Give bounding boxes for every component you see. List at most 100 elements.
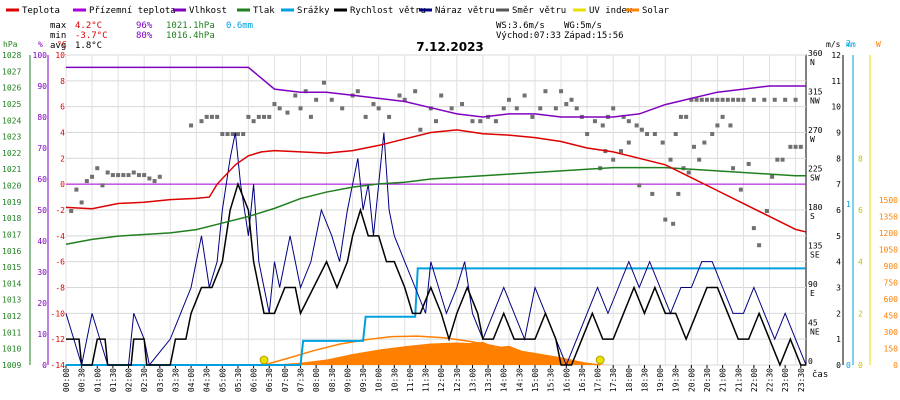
x-tick-label: 15:30 bbox=[547, 368, 556, 392]
dir-tick-label: 135 bbox=[808, 242, 823, 251]
rain-line bbox=[66, 267, 806, 366]
dir-tick-name: E bbox=[810, 289, 815, 298]
wind-direction-point bbox=[639, 127, 644, 132]
wind-direction-point bbox=[783, 97, 788, 102]
ms-tick-label: 11 bbox=[831, 77, 841, 86]
hpa-tick-label: 1015 bbox=[2, 263, 21, 272]
wind-direction-point bbox=[329, 97, 334, 102]
wind-direction-point bbox=[751, 226, 756, 231]
wind-direction-point bbox=[553, 106, 558, 111]
wind-direction-point bbox=[298, 106, 303, 111]
pct-tick-label: 60 bbox=[37, 175, 47, 184]
wind-direction-point bbox=[402, 97, 407, 102]
degc-unit: °C bbox=[57, 40, 67, 49]
pct-tick-label: 70 bbox=[37, 144, 47, 153]
ms-tick-label: 0 bbox=[836, 361, 841, 370]
wind-direction-point bbox=[251, 119, 256, 124]
degc-tick-label: 6 bbox=[60, 103, 65, 112]
x-axis-label: čas bbox=[812, 369, 828, 380]
dir-tick-label: 45 bbox=[808, 319, 818, 328]
wind-direction-point bbox=[592, 119, 597, 124]
ms-tick-label: 8 bbox=[836, 154, 841, 163]
ms-tick-label: 9 bbox=[836, 129, 841, 138]
x-tick-label: 21:00 bbox=[719, 368, 728, 392]
hpa-tick-label: 1014 bbox=[2, 279, 21, 288]
wind-direction-point bbox=[230, 132, 235, 136]
wind-direction-point bbox=[522, 93, 527, 98]
wind-direction-point bbox=[704, 97, 709, 102]
wind-direction-point bbox=[220, 132, 225, 136]
wind-direction-point bbox=[204, 114, 209, 119]
dir-tick-label: 225 bbox=[808, 165, 823, 174]
degc-tick-label: 4 bbox=[60, 129, 65, 138]
wind-direction-point bbox=[757, 243, 762, 248]
dir-tick-label: 90 bbox=[808, 280, 818, 289]
dir-tick-label: 315 bbox=[808, 88, 823, 97]
ms-tick-label: 3 bbox=[836, 284, 841, 293]
uv-tick-label: 8 bbox=[858, 154, 863, 163]
wind-direction-point bbox=[460, 102, 465, 107]
hpa-tick-label: 1024 bbox=[2, 116, 21, 125]
hpa-tick-label: 1023 bbox=[2, 133, 21, 142]
wind-direction-point bbox=[355, 89, 360, 94]
w-tick-label: 1350 bbox=[879, 213, 898, 222]
hpa-tick-label: 1010 bbox=[2, 345, 21, 354]
wind-direction-point bbox=[470, 119, 475, 124]
wind-direction-point bbox=[434, 119, 438, 124]
wind-direction-point bbox=[626, 140, 631, 145]
wind-speed-line bbox=[66, 181, 806, 368]
wind-direction-point bbox=[340, 106, 345, 111]
wind-direction-point bbox=[715, 123, 720, 128]
wind-direction-point bbox=[95, 166, 100, 171]
x-tick-label: 17:00 bbox=[594, 368, 603, 392]
stat-max-rain: 0.6mm bbox=[226, 21, 253, 31]
dir-tick-label: 0 bbox=[808, 357, 813, 366]
w-tick-label: 900 bbox=[884, 262, 899, 271]
wind-gust-line bbox=[65, 132, 807, 367]
wind-direction-point bbox=[199, 119, 204, 124]
wind-direction-point bbox=[538, 106, 543, 111]
wind-direction-point bbox=[762, 97, 767, 102]
sunrise-info: Východ:07:33 bbox=[496, 31, 561, 41]
x-tick-label: 22:00 bbox=[750, 368, 759, 392]
wind-direction-point bbox=[736, 97, 741, 102]
wind-direction-point bbox=[569, 97, 574, 102]
hpa-tick-label: 1021 bbox=[2, 165, 21, 174]
degc-tick-label: -10 bbox=[51, 309, 66, 318]
ms-unit: m/s bbox=[826, 40, 841, 49]
plot-area bbox=[65, 66, 807, 368]
wind-direction-point bbox=[152, 179, 157, 184]
wind-direction-point bbox=[225, 132, 230, 136]
wind-speed-info: WS:3.6m/s bbox=[496, 21, 545, 31]
x-tick-label: 23:00 bbox=[781, 368, 790, 392]
pct-tick-label: 90 bbox=[37, 82, 47, 91]
dir-tick-name: S bbox=[810, 212, 815, 221]
wind-direction-point bbox=[780, 157, 785, 162]
wind-direction-point bbox=[764, 209, 769, 213]
x-tick-label: 19:30 bbox=[672, 368, 681, 392]
legend-label: Přízemní teplota bbox=[89, 6, 176, 16]
stats-block: max 4.2°C 96% 1021.1hPa 0.6mm min -3.7°C… bbox=[50, 21, 253, 51]
humidity-line bbox=[66, 66, 806, 118]
wind-direction-point bbox=[634, 123, 639, 128]
x-tick-label: 05:00 bbox=[218, 368, 227, 392]
x-tick-label: 23:30 bbox=[797, 368, 806, 392]
pct-tick-label: 10 bbox=[37, 330, 47, 339]
x-tick-label: 16:30 bbox=[578, 368, 587, 392]
wind-direction-point bbox=[728, 123, 733, 128]
dir-tick-name: SW bbox=[810, 174, 820, 183]
wind-direction-point bbox=[660, 140, 665, 145]
wind-direction-point bbox=[308, 114, 313, 119]
wind-direction-point bbox=[256, 114, 261, 119]
uv-tick-label: 0 bbox=[858, 361, 863, 370]
wind-direction-point bbox=[126, 173, 131, 178]
x-tick-label: 21:30 bbox=[734, 368, 743, 392]
wind-info: WS:3.6m/s WG:5m/s Východ:07:33 Západ:15:… bbox=[496, 21, 624, 41]
hpa-tick-label: 1012 bbox=[2, 312, 21, 321]
legend-label: Vlhkost bbox=[189, 6, 227, 16]
wind-direction-point bbox=[772, 97, 777, 102]
x-tick-label: 03:00 bbox=[156, 368, 165, 392]
hpa-tick-label: 1017 bbox=[2, 230, 21, 239]
legend-label: Srážky bbox=[297, 6, 330, 16]
